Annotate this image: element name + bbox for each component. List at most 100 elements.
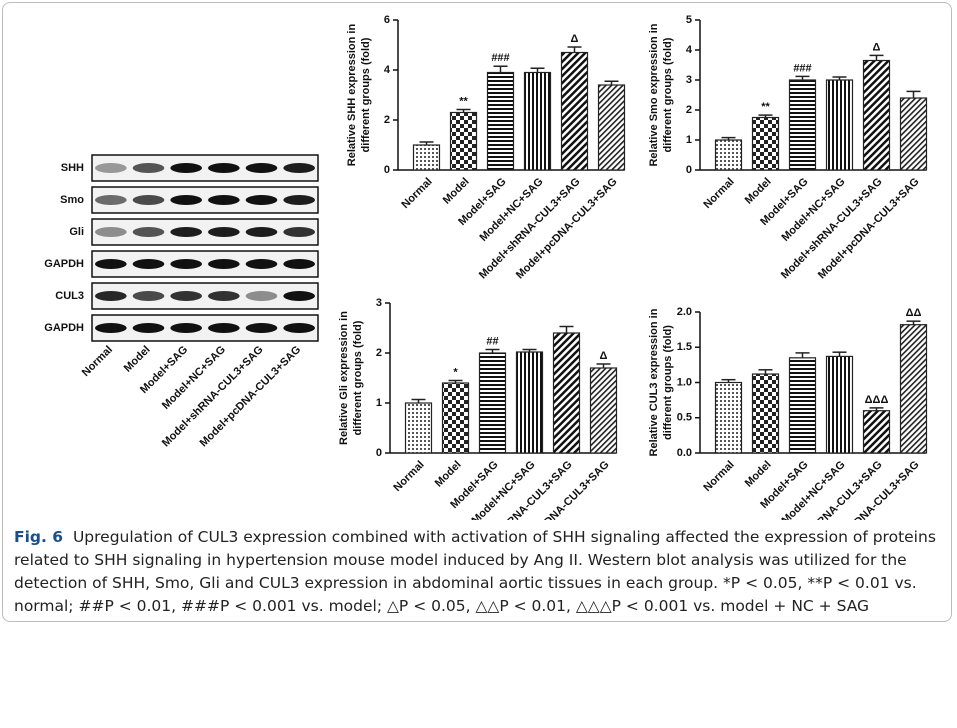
blot-band [95,227,127,237]
blot-band [283,291,315,301]
blot-band [246,163,278,173]
y-tick-label: 2 [384,114,390,126]
x-tick-label: Model [433,459,464,490]
error-bar [870,55,884,60]
blot-band [208,259,240,269]
significance-label: Δ [600,350,608,362]
y-tick-label: 5 [686,14,692,26]
bar [827,80,853,170]
y-tick-label: 1 [376,397,382,409]
bar [562,53,588,171]
bar [716,140,742,170]
y-axis-label: different groups (fold) [352,320,364,435]
blot-band [246,323,278,333]
bar [451,113,477,171]
error-bar [907,91,921,98]
blot-band [208,195,240,205]
bar [827,356,853,453]
bar [414,145,440,170]
blot-row-label: GAPDH [44,258,84,270]
bar [864,411,890,453]
blot-band [133,323,165,333]
blot-lane-label: Model+NC+SAG [160,344,228,412]
blot-band [283,227,315,237]
caption-note: ##P < 0.01, ###P < 0.001 vs. model; [78,597,382,615]
bar [901,325,927,453]
error-bar [531,68,545,72]
y-tick-label: 2 [686,104,692,116]
x-tick-label: Normal [701,459,736,494]
error-bar [560,327,574,334]
blot-band [133,195,165,205]
blot-band [246,227,278,237]
error-bar [568,47,582,53]
body: SHHSmoGliGAPDHCUL3GAPDHNormalModelModel+… [0,0,957,728]
y-tick-label: 0 [686,164,692,176]
blot-band [170,163,202,173]
blot-band [170,291,202,301]
significance-label: Δ [571,33,579,45]
bar [525,73,551,171]
blot-band [170,323,202,333]
y-axis-label: different groups (fold) [662,37,674,152]
blot-band [283,323,315,333]
x-tick-label: Model [743,459,774,490]
significance-label: ### [491,52,509,64]
blot-band [133,163,165,173]
y-axis-label: different groups (fold) [360,37,372,152]
bar [554,333,580,453]
blot-band [246,291,278,301]
significance-label: ### [793,62,811,74]
x-tick-label: Model [441,176,472,207]
bar [517,352,543,453]
blot-band [246,195,278,205]
blot-row-label: Gli [69,226,84,238]
y-tick-label: 3 [376,297,382,309]
bar [864,61,890,171]
bar [716,383,742,454]
y-axis-label: Relative Smo expression in [648,23,660,166]
significance-label: ΔΔ [906,307,922,319]
blot-band [133,259,165,269]
blot-band [170,227,202,237]
blot-band [283,163,315,173]
blot-band [246,259,278,269]
error-bar [597,364,611,368]
y-tick-label: 0 [376,447,382,459]
x-tick-label: Model [743,176,774,207]
x-tick-label: Normal [399,176,434,211]
y-tick-label: 1.5 [677,341,692,353]
y-tick-label: 2.0 [677,306,692,318]
y-tick-label: 1 [686,134,692,146]
bar [790,80,816,170]
y-tick-label: 3 [686,74,692,86]
blot-band [133,227,165,237]
y-tick-label: 0.0 [677,447,692,459]
figure: SHHSmoGliGAPDHCUL3GAPDHNormalModelModel+… [0,0,957,728]
blot-band [283,259,315,269]
bar [790,358,816,453]
blot-lane-label: Model [122,344,153,375]
y-axis-label: Relative Gli expression in [338,311,350,445]
significance-label: * [453,366,458,378]
blot-band [208,163,240,173]
y-axis-label: Relative CUL3 expression in [648,308,660,456]
y-tick-label: 1.0 [677,376,692,388]
significance-label: Δ [873,41,881,53]
error-bar [759,370,773,374]
bar [406,403,432,453]
significance-label: ΔΔΔ [865,394,889,406]
bar [599,85,625,170]
blot-row-label: GAPDH [44,322,84,334]
error-bar [494,66,508,72]
bar [488,73,514,171]
bar [480,353,506,453]
blot-band [95,291,127,301]
y-tick-label: 4 [384,64,391,76]
significance-label: ** [761,101,770,113]
bar [753,118,779,171]
significance-label: ** [459,95,468,107]
x-tick-label: Normal [701,176,736,211]
blot-band [133,291,165,301]
blot-band [170,195,202,205]
